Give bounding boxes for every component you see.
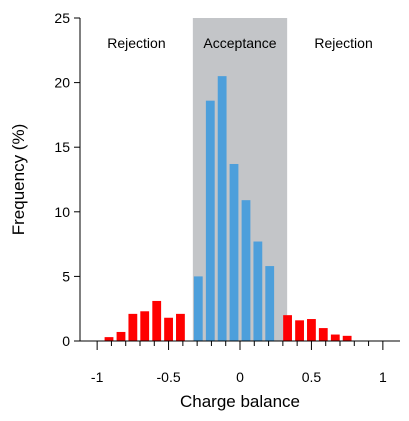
histogram-bar-rejection-17: [318, 328, 328, 341]
x-tick-label-4: 1: [379, 369, 387, 385]
histogram-bar-acceptance-7: [193, 276, 203, 341]
region-label-acceptance-1: Acceptance: [203, 35, 276, 51]
histogram-bar-rejection-5: [164, 317, 173, 341]
histogram-bar-rejection-18: [330, 334, 340, 341]
y-tick-label-4: 20: [54, 75, 70, 91]
y-axis-title: Frequency (%): [9, 124, 28, 235]
histogram-bar-acceptance-10: [229, 163, 239, 341]
histogram-bar-rejection-6: [176, 313, 185, 341]
y-tick-label-3: 15: [54, 139, 70, 155]
x-tick-label-2: 0: [236, 369, 244, 385]
bars-group: [104, 76, 352, 341]
x-tick-label-1: -0.5: [157, 369, 181, 385]
histogram-bar-rejection-19: [342, 335, 352, 341]
histogram-bar-acceptance-13: [265, 266, 275, 341]
histogram-bar-rejection-1: [116, 331, 126, 341]
x-ticks-group: -1 -0.5 0 0.5 1: [91, 341, 387, 385]
histogram-bar-rejection-14: [283, 315, 292, 341]
y-tick-label-0: 0: [62, 333, 70, 349]
region-label-rejection-2: Rejection: [314, 35, 372, 51]
y-tick-label-5: 25: [54, 10, 70, 26]
region-label-rejection-0: Rejection: [107, 35, 165, 51]
histogram-bar-rejection-16: [307, 319, 316, 341]
histogram-bar-rejection-3: [140, 311, 150, 341]
y-ticks-group: 0 5 10 15 20 25: [54, 10, 80, 349]
histogram-bar-rejection-15: [295, 320, 304, 341]
histogram-bar-acceptance-12: [253, 241, 263, 341]
histogram-bar-rejection-4: [152, 300, 162, 341]
histogram-bar-acceptance-9: [217, 76, 227, 341]
x-axis-title: Charge balance: [180, 392, 300, 411]
y-tick-label-2: 10: [54, 204, 70, 220]
y-tick-label-1: 5: [62, 268, 70, 284]
histogram-bar-rejection-2: [128, 313, 138, 341]
histogram-bar-acceptance-11: [241, 200, 251, 341]
histogram-bar-rejection-0: [104, 337, 114, 341]
histogram-bar-acceptance-8: [205, 100, 215, 341]
x-tick-label-3: 0.5: [302, 369, 322, 385]
region-labels-group: Rejection Acceptance Rejection: [107, 35, 373, 51]
x-tick-label-0: -1: [91, 369, 104, 385]
